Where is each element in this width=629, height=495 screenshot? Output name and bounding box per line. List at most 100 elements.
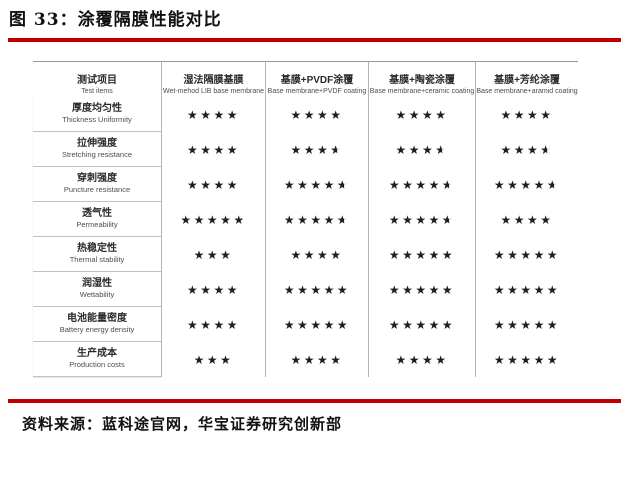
half-star-icon: ★★ [442, 214, 455, 226]
full-stars: ★★★★ [186, 107, 241, 122]
star-rating-5: ★★★★★ [494, 319, 560, 331]
star-rating-3: ★★★ [194, 354, 234, 366]
star-rating-4: ★★★★ [290, 109, 343, 121]
half-star-fill: ★ [337, 179, 344, 191]
rating-cell-r2-c3: ★★★★★★ [368, 167, 475, 202]
rating-cell-r4-c2: ★★★★ [265, 237, 368, 272]
row-label-5: 润湿性 Wettability [33, 272, 161, 307]
full-stars: ★★★ [500, 142, 541, 157]
full-stars: ★★★★ [186, 282, 241, 297]
row-label-en: Permeability [76, 220, 118, 230]
row-label-zh: 润湿性 [82, 277, 112, 289]
row-label-en: Wettability [79, 290, 115, 300]
rating-cell-r5-c4: ★★★★★ [475, 272, 578, 307]
full-stars: ★★★ [193, 247, 234, 262]
performance-table: 测试项目 Test items 湿法隔膜基膜 Wet-mehod LIB base m… [33, 61, 578, 377]
half-star-icon: ★★ [547, 179, 560, 191]
star-rating-4.5: ★★★★★★ [389, 214, 455, 226]
row-label-0: 厚度均匀性 Thickness Uniformity [33, 97, 161, 132]
full-stars: ★★★★ [186, 177, 241, 192]
full-stars: ★★★★ [500, 107, 554, 122]
half-star-icon: ★★ [435, 144, 448, 156]
rating-cell-r1-c4: ★★★★★ [475, 132, 578, 167]
rating-cell-r3-c1: ★★★★★ [161, 202, 265, 237]
full-stars: ★★★★★ [493, 352, 561, 367]
full-stars: ★★★ [290, 142, 331, 157]
star-rating-4: ★★★★ [395, 354, 448, 366]
full-stars: ★★★★★ [283, 282, 351, 297]
row-label-en: Battery energy density [59, 325, 135, 335]
row-label-zh: 生产成本 [77, 347, 117, 359]
row-label-en: Thickness Uniformity [62, 115, 132, 125]
half-star-fill: ★ [435, 144, 442, 156]
star-rating-3.5: ★★★★★ [500, 144, 553, 156]
star-rating-4: ★★★★ [290, 249, 343, 261]
half-star-icon: ★★ [337, 179, 350, 191]
star-rating-4: ★★★★ [290, 354, 343, 366]
half-star-fill: ★ [330, 144, 337, 156]
rating-cell-r3-c4: ★★★★ [475, 202, 578, 237]
rating-cell-r7-c4: ★★★★★ [475, 342, 578, 377]
header-zh: 湿法隔膜基膜 [183, 74, 244, 86]
rating-cell-r2-c4: ★★★★★★ [475, 167, 578, 202]
full-stars: ★★★★ [395, 107, 449, 122]
rating-cell-r5-c2: ★★★★★ [265, 272, 368, 307]
half-star-icon: ★★ [330, 144, 343, 156]
full-stars: ★★★★★ [388, 282, 456, 297]
full-stars: ★★★ [395, 142, 436, 157]
half-star-base: ★ [441, 177, 456, 192]
star-rating-4: ★★★★ [395, 109, 448, 121]
half-star-fill: ★ [442, 214, 449, 226]
rating-cell-r6-c1: ★★★★ [161, 307, 265, 342]
row-label-en: Thermal stability [69, 255, 125, 265]
full-stars: ★★★★★ [283, 317, 351, 332]
row-label-zh: 透气性 [82, 207, 112, 219]
source-label: 资料来源： [22, 415, 103, 433]
star-rating-4: ★★★★ [187, 179, 240, 191]
source-text: 蓝科途官网，华宝证券研究创新部 [102, 415, 343, 433]
row-label-zh: 穿刺强度 [77, 172, 117, 184]
half-star-base: ★ [441, 212, 456, 227]
full-stars: ★★★★★ [180, 212, 247, 227]
star-rating-4.5: ★★★★★★ [494, 179, 560, 191]
header-zh: 基膜+芳纶涂覆 [494, 74, 560, 86]
half-star-base: ★ [330, 142, 344, 157]
rating-cell-r4-c4: ★★★★★ [475, 237, 578, 272]
row-label-7: 生产成本 Production costs [33, 342, 161, 377]
star-rating-5: ★★★★★ [389, 249, 455, 261]
half-star-base: ★ [435, 142, 449, 157]
row-label-zh: 拉伸强度 [77, 137, 117, 149]
half-star-base: ★ [546, 177, 561, 192]
rating-cell-r6-c4: ★★★★★ [475, 307, 578, 342]
row-label-en: Puncture resistance [63, 185, 131, 195]
header-zh: 测试项目 [77, 74, 117, 86]
row-label-2: 穿刺强度 Puncture resistance [33, 167, 161, 202]
star-rating-4.5: ★★★★★★ [284, 214, 350, 226]
star-rating-3.5: ★★★★★ [290, 144, 343, 156]
rating-cell-r0-c2: ★★★★ [265, 97, 368, 132]
star-rating-4: ★★★★ [500, 109, 553, 121]
full-stars: ★★★★ [395, 352, 449, 367]
full-stars: ★★★★ [290, 247, 344, 262]
full-stars: ★★★★ [186, 142, 241, 157]
star-rating-3: ★★★ [194, 249, 234, 261]
rating-cell-r6-c3: ★★★★★ [368, 307, 475, 342]
half-star-fill: ★ [337, 214, 344, 226]
star-rating-4.5: ★★★★★★ [284, 179, 350, 191]
star-rating-4: ★★★★ [187, 109, 240, 121]
header-en: Base membrane+PVDF coating [267, 88, 367, 96]
star-rating-4: ★★★★ [187, 144, 240, 156]
rating-cell-r0-c4: ★★★★ [475, 97, 578, 132]
rating-cell-r4-c1: ★★★ [161, 237, 265, 272]
rating-cell-r0-c1: ★★★★ [161, 97, 265, 132]
star-rating-5: ★★★★★ [389, 319, 455, 331]
rating-cell-r3-c2: ★★★★★★ [265, 202, 368, 237]
half-star-icon: ★★ [540, 144, 553, 156]
header-en: Wet-mehod LIB base membrane [162, 88, 265, 96]
row-label-3: 透气性 Permeability [33, 202, 161, 237]
full-stars: ★★★★ [186, 317, 241, 332]
header-en: Base membrane+ceramic coating [369, 88, 475, 96]
full-stars: ★★★★ [493, 177, 547, 192]
rating-cell-r7-c2: ★★★★ [265, 342, 368, 377]
star-rating-3.5: ★★★★★ [395, 144, 448, 156]
